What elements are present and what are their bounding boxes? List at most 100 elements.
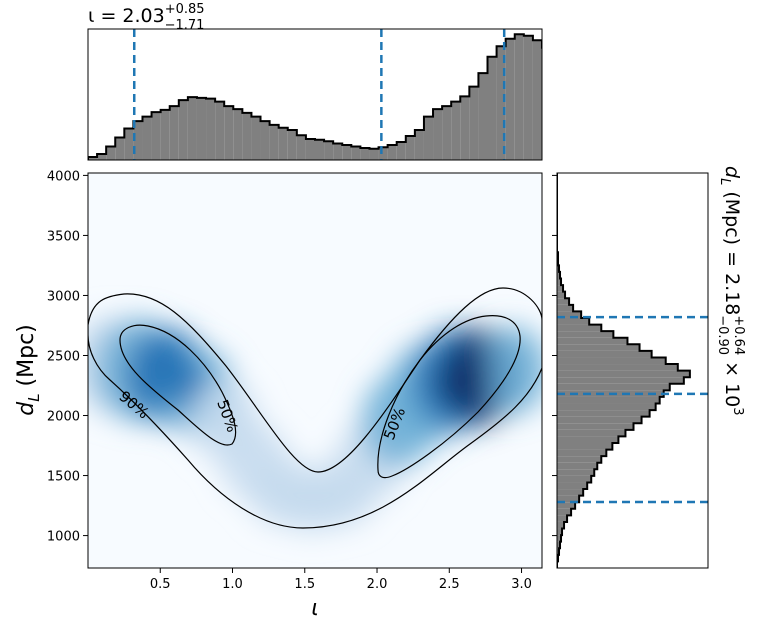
right-hist-bar [557, 377, 684, 384]
right-hist-bar [557, 324, 602, 332]
top-hist-bar [187, 97, 197, 160]
right-hist-bar [557, 311, 582, 318]
right-hist-bar [557, 528, 563, 536]
top-hist-bar [215, 101, 225, 160]
density-heatmap [88, 317, 542, 532]
right-hist-bar [557, 370, 690, 378]
right-title-sup: +0.64 [731, 315, 746, 355]
top-hist-bar [124, 128, 134, 160]
top-hist-bar [360, 148, 370, 160]
right-hist-bar [557, 350, 652, 358]
y-tick-label: 3500 [47, 229, 80, 244]
top-hist-bar [396, 142, 406, 160]
top-title-main: ι = 2.03 [88, 5, 165, 27]
right-hist-bar [557, 462, 598, 470]
top-hist-bar [169, 106, 179, 160]
right-hist-bar [557, 291, 566, 299]
top-hist-bar [606, 147, 615, 160]
right-hist-bar [557, 271, 561, 279]
right-hist-bar [557, 357, 666, 365]
density-mode-core [435, 353, 492, 406]
top-hist-bar [532, 40, 542, 160]
y-label-sub: L [25, 393, 43, 401]
top-hist-bar [569, 88, 578, 160]
top-hist-bar [314, 139, 325, 160]
top-hist-bar [342, 145, 352, 160]
right-hist-bar [557, 403, 656, 411]
top-hist-bar [578, 108, 587, 160]
right-hist-bar [557, 489, 584, 496]
right-histogram-ticks [552, 174, 557, 537]
right-hist-bar [557, 331, 614, 338]
top-hist-bar [305, 139, 315, 160]
top-hist-bar [242, 112, 252, 160]
top-histogram-frame [87, 28, 543, 161]
top-hist-bar [378, 147, 388, 160]
y-label-main: d [14, 401, 39, 416]
top-hist-bar [115, 137, 125, 160]
y-tick-label: 3000 [47, 289, 80, 304]
top-histogram-panel: ι = 2.03+0.85 −1.71 [87, 2, 633, 161]
top-hist-bar [442, 106, 452, 160]
right-histogram-bars [557, 173, 691, 568]
top-hist-bar [333, 143, 343, 160]
top-hist-bar [151, 112, 161, 160]
right-title-mid: (Mpc) = 2.18 [721, 185, 743, 315]
right-hist-bar [557, 515, 568, 522]
density-frame [87, 172, 543, 569]
top-hist-bar [369, 148, 379, 160]
right-hist-bar [557, 456, 602, 463]
top-hist-bar [514, 34, 524, 160]
top-quantile-lines [132, 29, 506, 160]
top-hist-bar [423, 116, 434, 160]
top-hist-bar [278, 127, 288, 160]
right-hist-bar [557, 482, 588, 490]
top-hist-bar [287, 130, 297, 160]
top-hist-bar [178, 100, 188, 160]
top-hist-bar [133, 121, 143, 160]
right-histogram-frame [556, 172, 709, 569]
top-title-sup: +0.85 [165, 2, 205, 17]
right-hist-bar [557, 265, 560, 272]
right-hist-bar [557, 304, 574, 312]
y-tick-label: 4000 [47, 169, 80, 184]
y-tick-label: 1000 [47, 530, 80, 545]
right-hist-bar [557, 495, 580, 503]
right-hist-bar [557, 337, 628, 345]
right-hist-bar [557, 469, 595, 476]
contour-lines [88, 287, 542, 529]
contour-50-right [377, 315, 521, 479]
top-hist-bar [478, 73, 488, 160]
x-tick-label: 3.0 [511, 577, 532, 592]
top-hist-bar [451, 101, 461, 160]
right-hist-bar [557, 521, 565, 529]
right-hist-bar [557, 429, 626, 437]
top-hist-bar [106, 146, 116, 160]
top-title-sub: −1.71 [165, 18, 205, 33]
right-title-main: d [721, 166, 743, 179]
right-histogram-title: dL (Mpc) = 2.18+0.64−0.90 × 103 [715, 166, 746, 416]
contour-90-outline [88, 287, 542, 529]
right-hist-bar [557, 278, 562, 286]
top-hist-bar [405, 136, 415, 160]
right-hist-bar [557, 416, 642, 424]
x-tick-label: 1.0 [222, 577, 243, 592]
x-tick-label: 0.5 [150, 577, 171, 592]
y-tick-label: 2500 [47, 349, 80, 364]
right-title-sub: −0.90 [715, 315, 730, 355]
right-hist-bar [557, 475, 592, 483]
top-hist-bar [206, 98, 216, 160]
top-hist-bar [496, 46, 506, 160]
top-hist-bar [523, 35, 533, 160]
right-hist-bar [557, 508, 572, 516]
density-panel: 90% 50% 50% 0.5 1.0 1.5 2.0 2.5 3.0 100015002… [14, 169, 543, 621]
x-tick-label: 2.5 [439, 577, 460, 592]
top-hist-bar [505, 38, 515, 160]
right-hist-bar [557, 436, 619, 443]
top-hist-bar [224, 106, 234, 160]
x-tick-label: 1.5 [294, 577, 315, 592]
top-hist-bar [541, 47, 542, 160]
top-hist-bar [624, 157, 633, 160]
top-histogram-bars [88, 33, 633, 160]
